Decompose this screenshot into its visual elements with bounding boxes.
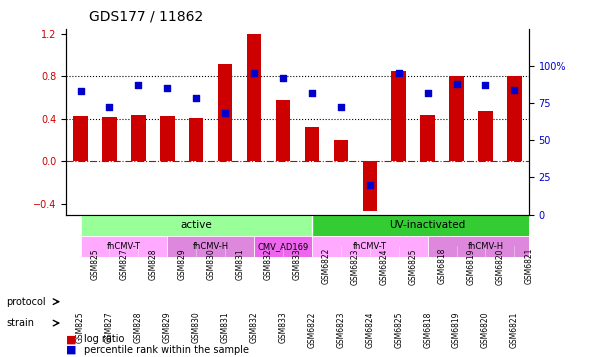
Text: GSM6821: GSM6821	[525, 248, 533, 285]
Point	[105, 105, 114, 110]
Text: GSM6820: GSM6820	[495, 248, 504, 285]
Text: GSM6818: GSM6818	[438, 248, 447, 285]
Text: GSM829: GSM829	[163, 311, 172, 343]
Text: GSM828: GSM828	[134, 311, 143, 343]
Point	[336, 105, 346, 110]
Text: GSM831: GSM831	[235, 248, 244, 280]
Point	[221, 111, 230, 116]
Bar	[362, 161, 377, 211]
Text: GSM6819: GSM6819	[466, 248, 475, 285]
Point	[249, 70, 259, 76]
Text: GDS177 / 11862: GDS177 / 11862	[90, 9, 204, 23]
Text: GSM830: GSM830	[206, 248, 215, 280]
Text: GSM6823: GSM6823	[351, 248, 360, 285]
Text: GSM827: GSM827	[105, 311, 114, 343]
Point	[394, 70, 403, 76]
Text: GSM6825: GSM6825	[409, 248, 418, 285]
Point	[278, 75, 288, 81]
Text: protocol: protocol	[6, 297, 46, 307]
Text: GSM825: GSM825	[91, 248, 100, 280]
Point	[423, 90, 433, 95]
Text: fhCMV-H: fhCMV-H	[193, 242, 229, 251]
Text: GSM833: GSM833	[278, 311, 287, 343]
Text: GSM6819: GSM6819	[452, 311, 461, 348]
Point	[76, 88, 85, 94]
Point	[510, 87, 519, 92]
Bar	[391, 71, 406, 161]
Text: GSM6824: GSM6824	[365, 311, 374, 348]
Point	[192, 96, 201, 101]
Bar	[276, 100, 290, 161]
Bar	[421, 115, 435, 161]
Text: GSM6823: GSM6823	[337, 311, 346, 348]
Text: fhCMV-T: fhCMV-T	[107, 242, 141, 251]
Text: GSM828: GSM828	[148, 248, 157, 280]
Bar	[189, 118, 204, 161]
Bar	[81, 236, 167, 257]
Point	[452, 81, 462, 86]
Bar	[254, 236, 312, 257]
Text: strain: strain	[6, 318, 34, 328]
Bar	[428, 236, 543, 257]
Bar	[507, 76, 522, 161]
Text: GSM832: GSM832	[249, 311, 258, 343]
Text: GSM833: GSM833	[293, 248, 302, 280]
Text: fhCMV-H: fhCMV-H	[468, 242, 504, 251]
Bar	[73, 116, 88, 161]
Text: GSM6820: GSM6820	[481, 311, 490, 348]
Text: GSM825: GSM825	[76, 311, 85, 343]
Bar	[478, 111, 493, 161]
Text: GSM6818: GSM6818	[423, 311, 432, 348]
Text: ■: ■	[66, 334, 76, 344]
Text: GSM6822: GSM6822	[308, 311, 317, 348]
Text: GSM6821: GSM6821	[510, 311, 519, 348]
Text: log ratio: log ratio	[84, 334, 124, 344]
Text: GSM831: GSM831	[221, 311, 230, 343]
Bar	[334, 140, 348, 161]
Text: GSM829: GSM829	[177, 248, 186, 280]
Text: UV-inactivated: UV-inactivated	[389, 220, 466, 230]
Bar	[450, 76, 464, 161]
Text: percentile rank within the sample: percentile rank within the sample	[84, 345, 249, 355]
Point	[307, 90, 317, 95]
Text: GSM830: GSM830	[192, 311, 201, 343]
Bar	[131, 115, 145, 161]
Text: GSM832: GSM832	[264, 248, 273, 280]
Bar	[312, 215, 543, 236]
Text: GSM6824: GSM6824	[380, 248, 389, 285]
Bar	[218, 64, 233, 161]
Point	[365, 182, 374, 188]
Point	[481, 82, 490, 88]
Bar	[160, 116, 174, 161]
Bar	[305, 127, 319, 161]
Bar	[102, 117, 117, 161]
Text: CMV_AD169: CMV_AD169	[257, 242, 309, 251]
Text: GSM6822: GSM6822	[322, 248, 331, 285]
Point	[162, 85, 172, 91]
Text: GSM827: GSM827	[120, 248, 129, 280]
Text: fhCMV-T: fhCMV-T	[353, 242, 387, 251]
Text: ■: ■	[66, 345, 76, 355]
Bar	[167, 236, 254, 257]
Point	[133, 82, 143, 88]
Bar	[81, 215, 312, 236]
Text: GSM6825: GSM6825	[394, 311, 403, 348]
Bar	[312, 236, 428, 257]
Text: active: active	[180, 220, 212, 230]
Bar	[247, 34, 261, 161]
